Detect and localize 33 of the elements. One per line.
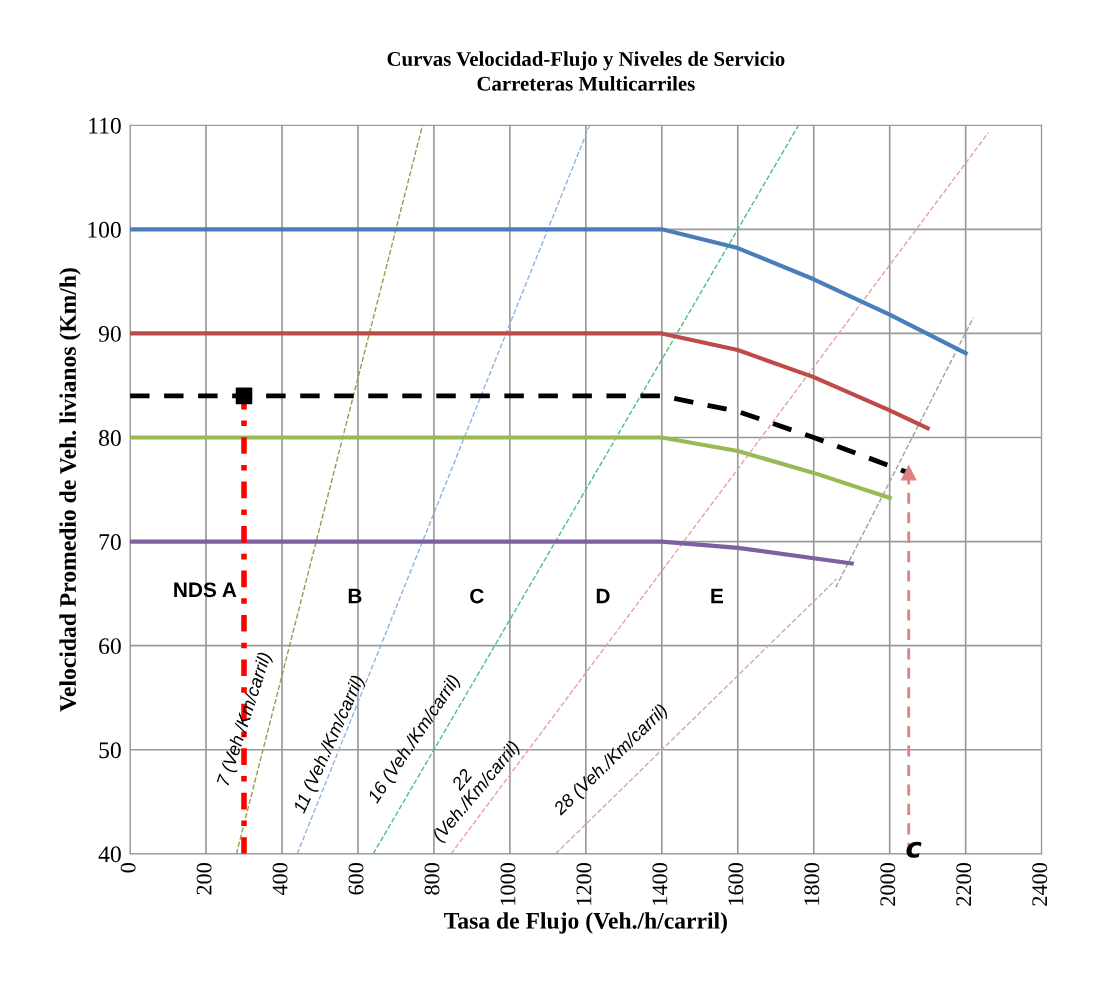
x-tick-label: 2400 [1032,863,1048,906]
x-tick-label: 200 [196,863,212,895]
annotation: C [470,588,484,604]
y-tick-label: 60 [99,638,121,655]
x-tick-label: 800 [424,863,440,895]
y-tick-label: 100 [88,221,121,238]
y-tick-label: 90 [98,325,121,342]
y-tick-label: 40 [98,846,121,863]
x-tick-label: 1200 [576,863,592,905]
annotation: E [711,588,724,604]
x-tick-label: 1000 [500,863,516,905]
y-tick-label: 80 [99,429,121,446]
y-tick-label: 110 [89,117,121,134]
x-axis-title: Tasa de Flujo (Veh./h/carril) [444,912,727,934]
annotation: B [348,588,362,604]
x-tick-label: 0 [120,863,136,873]
annotation: D [596,588,610,604]
line-series [130,227,968,356]
y-tick-label: 50 [99,742,121,759]
x-tick-label: 1800 [804,863,820,905]
x-tick-label: 600 [348,863,364,895]
x-tick-label: 2000 [880,863,896,906]
y-axis-title: Velocidad Promedio de Veh. livianos (Km/h) [59,268,81,712]
annotation: c [906,841,922,858]
line-series [130,435,892,500]
x-tick-label: 1400 [652,863,668,905]
line-series [130,331,930,431]
x-tick-label: 2200 [956,863,972,906]
y-tick-label: 70 [99,534,121,551]
chart-title: Curvas Velocidad-Flujo y Niveles de Servicio Carreteras Multicarriles [387,51,785,91]
x-tick-label: 1600 [728,863,744,905]
x-tick-label: 400 [272,863,288,896]
annotation: NDS A [174,582,237,598]
